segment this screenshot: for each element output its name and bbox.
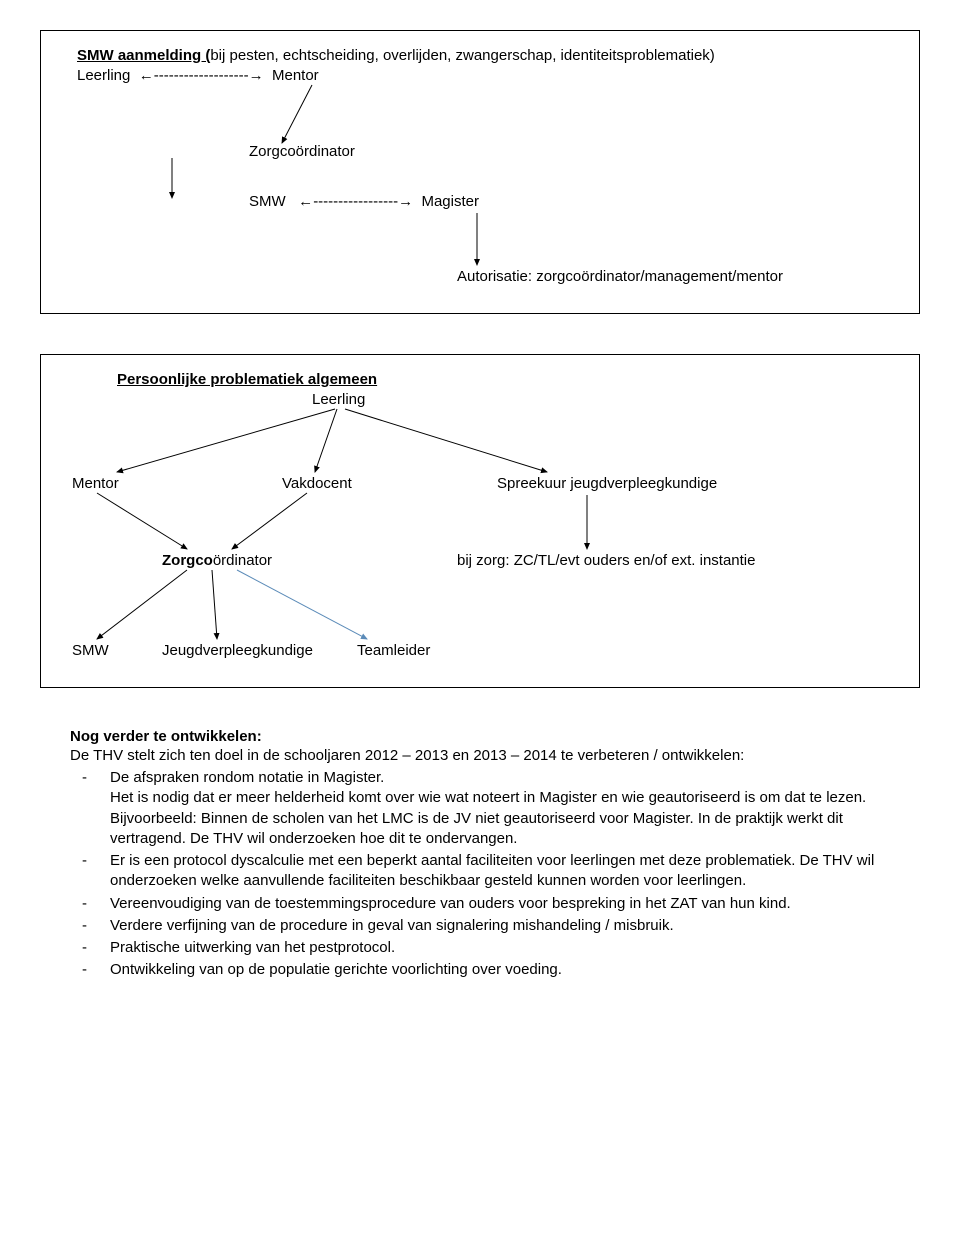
zorgcoordinator-label-2: Zorgcoördinator [162,552,272,569]
smw-label: SMW [249,193,286,210]
zorgco-bold: Zorgco [162,552,213,569]
box1-title: SMW aanmelding (bij pesten, echtscheidin… [77,47,715,64]
leerling-label-2: Leerling [312,391,365,408]
dash-text: ------------------- [154,67,249,84]
magister-label: Magister [421,193,479,210]
jeugd-label: Jeugdverpleegkundige [162,642,313,659]
list-item: Praktische uitwerking van het pestprotoc… [110,938,890,958]
box1-leerling-row: Leerling ←-------------------→ Mentor [77,67,319,84]
bijzorg-label: bij zorg: ZC/TL/evt ouders en/of ext. in… [457,552,755,569]
arrows-svg-2 [57,367,917,667]
development-section: Nog verder te ontwikkelen: De THV stelt … [40,728,920,981]
list-item: Verdere verfijning van de procedure in g… [110,916,890,936]
mentor-label-2: Mentor [72,475,119,492]
box1-smw-row: SMW ←-----------------→ Magister [249,193,479,210]
smw-aanmelding-box: SMW aanmelding (bij pesten, echtscheidin… [40,30,920,314]
dev-title: Nog verder te ontwikkelen: [70,728,890,745]
zorgco-rest: ördinator [213,552,272,569]
arrow-left-icon: ← [290,193,313,210]
dev-intro: De THV stelt zich ten doel in de schoolj… [70,747,890,764]
dash-text-2: ----------------- [313,193,398,210]
box1-title-rest: bij pesten, echtscheiding, overlijden, z… [210,47,714,64]
persoonlijke-problematiek-box: Persoonlijke problematiek algemeen Leerl… [40,354,920,688]
flow-area-2: Persoonlijke problematiek algemeen Leerl… [57,367,903,667]
flow-area-1: SMW aanmelding (bij pesten, echtscheidin… [57,43,903,293]
spreekuur-label: Spreekuur jeugdverpleegkundige [497,475,717,492]
list-item: De afspraken rondom notatie in Magister.… [110,768,890,849]
list-item: Ontwikkeling van op de populatie gericht… [110,960,890,980]
list-item: Er is een protocol dyscalculie met een b… [110,851,890,892]
smw-label-2: SMW [72,642,109,659]
arrow-left-icon: ← [135,67,154,84]
autorisatie-label: Autorisatie: zorgcoördinator/management/… [457,268,783,285]
arrow-right-icon: → [249,67,268,84]
mentor-label: Mentor [272,67,319,84]
leerling-label: Leerling [77,67,130,84]
vakdocent-label: Vakdocent [282,475,352,492]
dev-list: De afspraken rondom notatie in Magister.… [70,768,890,981]
box1-title-bold: SMW aanmelding ( [77,47,210,64]
box2-title: Persoonlijke problematiek algemeen [117,371,377,388]
teamleider-label: Teamleider [357,642,430,659]
arrow-right-icon: → [398,193,417,210]
zorgcoordinator-label: Zorgcoördinator [249,143,355,160]
list-item: Vereenvoudiging van de toestemmingsproce… [110,894,890,914]
